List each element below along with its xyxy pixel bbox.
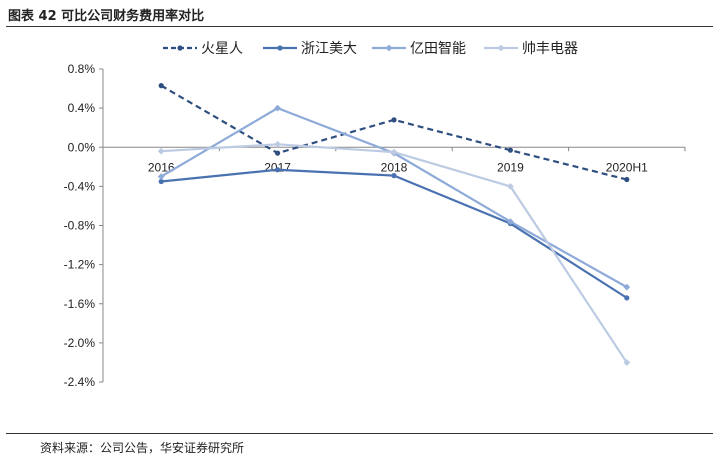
legend-label: 帅丰电器 xyxy=(522,41,578,57)
data-point xyxy=(157,173,165,180)
legend-marker xyxy=(385,44,393,52)
data-point xyxy=(274,140,281,148)
data-point xyxy=(391,117,397,123)
data-point xyxy=(275,150,281,156)
series-line xyxy=(160,107,628,289)
x-tick-label: 2016 xyxy=(148,160,175,174)
y-tick-label: -0.4% xyxy=(64,179,96,193)
data-point xyxy=(507,182,514,190)
legend-marker xyxy=(497,44,505,52)
x-tick-label: 2019 xyxy=(497,160,524,174)
data-point xyxy=(390,148,398,156)
y-tick-label: -2.0% xyxy=(64,336,96,350)
legend-item-4: 帅丰电器 xyxy=(484,41,578,57)
series-3 xyxy=(157,104,631,291)
x-tick-label: 2020H1 xyxy=(606,160,648,174)
axes-layer: 0.8% 0.4% 0.0% -0.4% -0.8% -1.2% -1.6% -2.0% -2.… xyxy=(64,62,686,389)
y-tick-label: -2.4% xyxy=(64,375,96,389)
series-2 xyxy=(158,167,630,301)
series-line xyxy=(161,168,628,299)
y-tick-label: -1.6% xyxy=(64,297,96,311)
data-point xyxy=(624,176,630,183)
data-point xyxy=(507,147,513,153)
source-note: 资料来源：公司公告，华安证券研究所 xyxy=(40,441,245,455)
data-point xyxy=(158,178,164,185)
data-point xyxy=(275,167,281,173)
legend-label: 火星人 xyxy=(201,41,243,57)
series-1 xyxy=(158,83,630,183)
legend-layer: 火星人 浙江美大 亿田智能 帅丰电器 xyxy=(163,41,578,57)
data-point xyxy=(623,359,631,366)
data-point xyxy=(158,83,164,89)
data-point xyxy=(623,283,631,291)
data-point xyxy=(157,147,165,155)
data-point xyxy=(624,295,630,301)
legend-item-2: 浙江美大 xyxy=(263,41,357,57)
series-4 xyxy=(157,140,631,366)
y-tick-label: 0.0% xyxy=(68,140,96,154)
legend-marker xyxy=(177,45,183,51)
figure-title: 图表 42 可比公司财务费用率对比 xyxy=(8,9,205,24)
x-tick-label: 2018 xyxy=(381,160,408,174)
y-tick-label: 0.4% xyxy=(68,101,96,115)
legend-label: 浙江美大 xyxy=(301,41,357,57)
data-point xyxy=(507,218,514,225)
legend-item-3: 亿田智能 xyxy=(372,41,466,57)
legend-marker xyxy=(277,45,283,51)
y-tick-label: 0.8% xyxy=(68,62,96,76)
y-tick-label: -1.2% xyxy=(64,258,96,272)
legend-item-1: 火星人 xyxy=(163,41,243,57)
series-layer xyxy=(157,83,631,366)
top-rule xyxy=(6,26,713,27)
y-tick-label: -0.8% xyxy=(64,219,96,233)
data-point xyxy=(274,104,281,112)
legend-label: 亿田智能 xyxy=(410,41,466,57)
bottom-rule xyxy=(6,433,713,434)
data-point xyxy=(391,173,397,179)
